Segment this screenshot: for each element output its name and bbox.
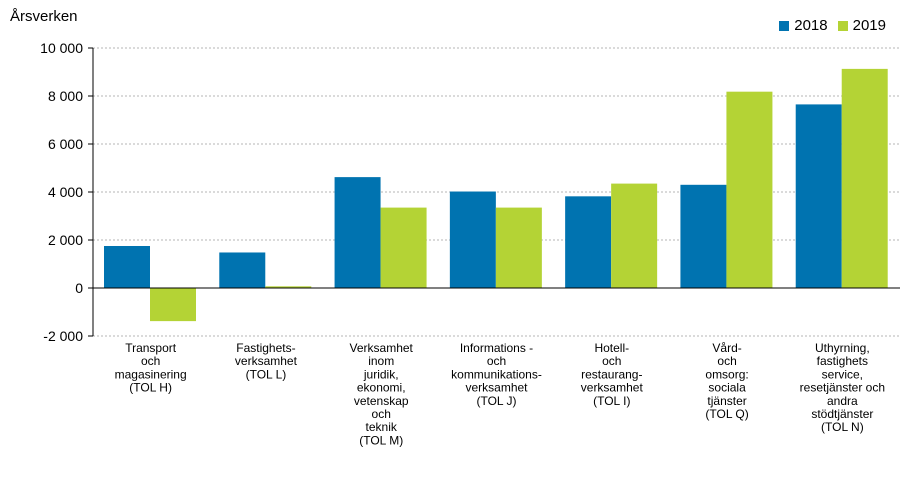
y-tick-label: 8 000 xyxy=(48,88,83,104)
category-label-line: ekonomi, xyxy=(357,381,406,395)
y-tick-label: 0 xyxy=(75,280,83,296)
category-label-line: magasinering xyxy=(115,367,187,381)
bar-2018-1 xyxy=(104,246,150,288)
y-tick-label: 6 000 xyxy=(48,136,83,152)
bar-2019-7 xyxy=(841,68,888,288)
category-label: Verksamhet inom juridik, ekonomi, vetenskap o… xyxy=(350,341,414,447)
category-label-line: restaurang- xyxy=(581,367,642,381)
category-label-line: Fastighets- xyxy=(236,341,295,355)
category-label: Uthyrning, fastighets service, resetjänster… xyxy=(800,341,885,434)
legend-swatch-2018 xyxy=(779,20,790,31)
bar-2018-7 xyxy=(795,104,842,289)
legend-item-2019: 2019 xyxy=(837,17,886,34)
category-label-line: och xyxy=(487,354,506,368)
category-label-line: sociala xyxy=(708,381,746,395)
y-axis-title: Årsverken xyxy=(10,8,78,25)
category-label-line: (TOL H) xyxy=(129,381,172,395)
category-label-line: vetenskap xyxy=(354,394,409,408)
category-label-line: juridik, xyxy=(363,367,399,381)
category-label-line: fastighets xyxy=(817,354,868,368)
y-tick-label: 10 000 xyxy=(40,40,83,56)
category-label: Informations -och kommunikations-verksamh… xyxy=(451,341,542,408)
category-label-line: andra xyxy=(827,394,858,408)
bar-2018-5 xyxy=(565,196,612,288)
bar-2018-4 xyxy=(449,191,496,288)
category-label-line: verksamhet xyxy=(465,381,528,395)
category-label-line: (TOL L) xyxy=(246,367,287,381)
category-label-line: Informations - xyxy=(460,341,533,355)
category-label-line: tjänster xyxy=(707,394,746,408)
category-label-line: verksamhet xyxy=(581,381,644,395)
category-label-line: (TOL I) xyxy=(593,394,630,408)
bar-2018-6 xyxy=(680,184,727,288)
legend-label-2018: 2018 xyxy=(794,17,828,34)
category-label-line: och xyxy=(372,407,391,421)
category-label-line: service, xyxy=(822,367,863,381)
legend-swatch-2019 xyxy=(837,20,848,31)
category-label: Vård-och omsorg: sociala tjänster (TOL Q) xyxy=(705,341,748,421)
bar-2018-3 xyxy=(334,177,381,288)
bar-2019-1 xyxy=(150,288,196,322)
bar-2018-2 xyxy=(219,252,266,288)
category-label-line: (TOL M) xyxy=(359,433,403,447)
y-tick-label: 4 000 xyxy=(48,184,83,200)
bar-2019-5 xyxy=(611,183,658,288)
category-label-line: (TOL J) xyxy=(476,394,516,408)
category-label: Transport och magasinering (TOL H) xyxy=(115,341,187,395)
category-label-line: stödtjänster xyxy=(811,407,873,421)
category-label-line: och xyxy=(717,354,736,368)
category-label-line: och xyxy=(602,354,621,368)
category-label-line: Uthyrning, xyxy=(815,341,870,355)
y-tick-label: 2 000 xyxy=(48,232,83,248)
y-tick-label: -2 000 xyxy=(43,328,83,344)
category-label-line: teknik xyxy=(366,420,398,434)
category-label-line: (TOL Q) xyxy=(705,407,748,421)
category-label-line: Verksamhet xyxy=(350,341,414,355)
bar-2019-6 xyxy=(726,91,773,289)
legend-label-2019: 2019 xyxy=(852,17,886,34)
category-label-line: resetjänster och xyxy=(800,381,885,395)
legend: 2018 2019 xyxy=(769,17,886,34)
category-label-line: Hotell- xyxy=(594,341,629,355)
category-label: Hotell-och restaurang-verksamhet (TOL I) xyxy=(581,341,644,408)
category-label-line: inom xyxy=(368,354,394,368)
category-label-line: Transport xyxy=(125,341,177,355)
bar-2019-3 xyxy=(380,207,427,288)
bar-2019-4 xyxy=(495,207,542,288)
category-label-line: och xyxy=(141,354,160,368)
category-label-line: omsorg: xyxy=(705,367,748,381)
category-label-line: verksamhet xyxy=(235,354,298,368)
category-label-line: (TOL N) xyxy=(821,420,864,434)
bar-2019-2 xyxy=(265,286,312,288)
category-label-line: Vård- xyxy=(712,341,741,355)
legend-item-2018: 2018 xyxy=(779,17,828,34)
category-label-line: kommunikations- xyxy=(451,367,542,381)
category-label: Fastighets-verksamhet (TOL L) xyxy=(235,341,298,381)
